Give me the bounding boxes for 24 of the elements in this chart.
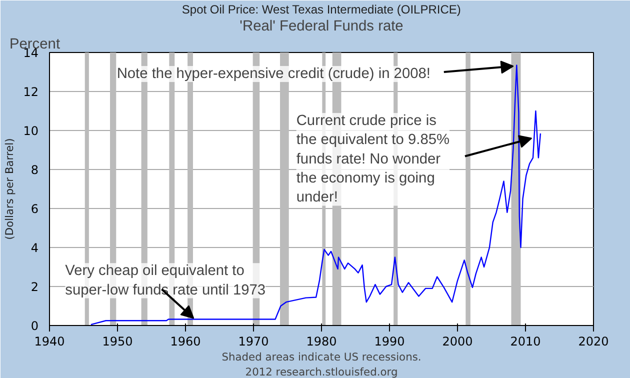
x-tick-label: 1960 (170, 334, 201, 348)
annotation: Note the hyper-expensive credit (crude) in 2008! (116, 66, 430, 82)
y-tick-label: 2 (30, 280, 39, 294)
y-tick-label: 6 (30, 202, 39, 216)
annotation: Very cheap oil equivalent to super-low funds rate until 1973 (65, 263, 266, 298)
text: (Dollars per Barrel) (3, 138, 16, 240)
y-tick-label: 8 (30, 163, 39, 177)
x-tick-label: 1970 (238, 334, 269, 348)
x-tick-label: 1980 (306, 334, 337, 348)
x-tick-label: 2020 (578, 334, 609, 348)
x-tick-label: 1940 (34, 334, 65, 348)
x-tick-label: 1950 (102, 334, 133, 348)
text: 2012 research.stlouisfed.org (245, 366, 398, 378)
y-tick-label: 0 (30, 319, 39, 333)
text: Shaded areas indicate US recessions. (222, 350, 422, 364)
x-tick-label: 1990 (374, 334, 405, 348)
chart-subtitle: 'Real' Federal Funds rate (240, 18, 404, 34)
annotation: Current crude price is the equivalent to 9.85% funds rate! No wonder the economy is going under! (296, 112, 450, 206)
y-tick-label: 12 (23, 85, 39, 99)
x-tick-label: 2010 (510, 334, 541, 348)
y-tick-label: 4 (30, 241, 39, 255)
x-tick-label: 2000 (442, 334, 473, 348)
y-tick-label: 10 (23, 124, 39, 138)
chart-title: Spot Oil Price: West Texas Intermediate (OILPRICE) (182, 2, 461, 16)
